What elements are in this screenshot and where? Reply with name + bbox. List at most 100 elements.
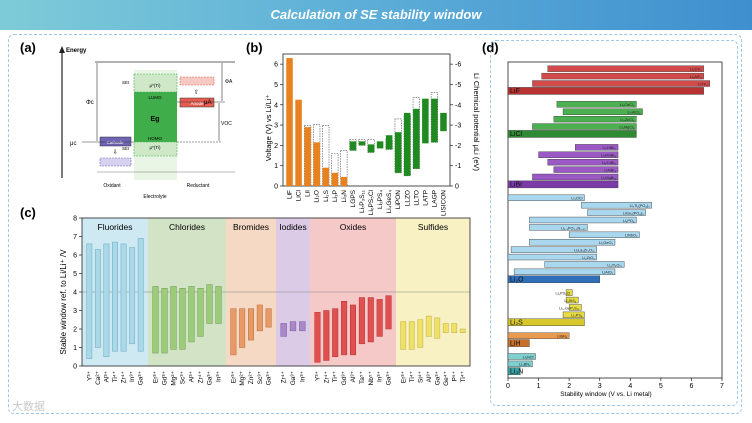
panel-b-bar: [394, 132, 402, 173]
panel-b-category-label: LATP: [422, 190, 429, 206]
panel-c-bar: [179, 288, 186, 350]
cathode-label: Cathode: [106, 140, 124, 145]
panel-c-bar: [299, 321, 306, 332]
panel-c-bar: [367, 297, 374, 343]
panel-c-dopant-label: Ca²⁺: [95, 371, 102, 385]
panel-c-bar: [459, 328, 466, 333]
panel-d-bar-label: Li₃OCl: [571, 197, 582, 201]
panel-d-bar: [544, 261, 625, 268]
panel-b-ytick-label: 0: [274, 184, 278, 191]
panel-d-bar-label: Li₂HfBr₆: [602, 146, 616, 150]
panel-a-energy-diagram: (a) Energy μ*(Ti) LUMO Eg HOMO μ*(Ti) SE…: [20, 40, 235, 200]
panel-a-label: (a): [20, 40, 36, 55]
panel-c-group-label: Oxides: [340, 222, 366, 232]
panel-c-dopant-label: Zr⁴⁺: [281, 371, 288, 383]
sei-top-label: SEI: [122, 80, 129, 85]
panel-d-bar: [529, 216, 637, 224]
panel-b-category-label: LiF: [287, 190, 294, 199]
panel-d-bar-label: Li₂ZnBr₄: [602, 161, 617, 165]
panel-d-base-label: LiF: [510, 88, 520, 95]
panel-d-xtick-label: 2: [567, 383, 571, 390]
panel-c-dopant-label: Er³⁺: [230, 371, 237, 383]
fermi-top-label: μ*(Ti): [150, 83, 161, 88]
panel-c-dopant-label: In³⁺: [129, 371, 136, 382]
content-frame: [8, 34, 742, 414]
phi-a-label: ΦA: [225, 79, 233, 85]
panel-c-dopant-label: In³⁺: [377, 371, 384, 382]
panel-c-bar: [349, 304, 357, 356]
panel-d-bar-label: Li₃PS₄: [571, 314, 583, 318]
panel-c-bar: [188, 286, 195, 343]
banner-title: Calculation of SE stability window: [270, 7, 482, 22]
panel-d-bar: [587, 209, 646, 216]
panel-c-ytick-label: 1: [73, 345, 77, 352]
panel-d-bar-label: LiAlBr₄: [604, 168, 616, 172]
panel-b-category-label: Li₃PS₄: [377, 190, 384, 209]
panel-c-ytick-label: 2: [73, 327, 77, 334]
panel-b-category-label: LISICON: [440, 190, 447, 216]
panel-c-bar: [265, 308, 272, 328]
panel-b-ytick-label: 2: [274, 143, 278, 150]
panel-c-group-label: Chlorides: [169, 222, 205, 232]
panel-c-bar: [417, 319, 424, 348]
panel-b-bar: [313, 142, 320, 186]
panel-c-dopant-label: Ti⁴⁺: [409, 371, 416, 382]
panel-c-dopant-label: Ga³⁺: [266, 371, 273, 385]
panel-c-ytick-label: 4: [73, 290, 77, 297]
panel-b-ylabel: Voltage (V) vs Li/Li⁺: [264, 95, 273, 162]
panel-d-bar-label: Li₂AlCl₄: [628, 111, 641, 115]
panel-b-bar: [349, 141, 357, 151]
panel-d-bar: [507, 253, 597, 261]
panel-c-dopant-label: Sc³⁺: [180, 371, 187, 384]
panel-c-ytick-label: 5: [73, 271, 77, 278]
panel-d-bar: [556, 101, 637, 108]
panel-b-y2tick-label: -6: [455, 62, 461, 69]
panel-d-base-label: LiCl: [510, 131, 523, 138]
panel-c-bar: [341, 301, 348, 356]
panel-c-ytick-label: 0: [73, 364, 77, 371]
panel-d-label: (d): [482, 40, 499, 55]
panel-c-dopant-label: Zr⁴⁺: [121, 371, 128, 383]
panel-d-bar-label: Li₂ZrF₆: [690, 68, 702, 72]
cathode-box: [99, 136, 132, 147]
panel-c-dopant-label: Si⁴⁺: [417, 371, 424, 383]
panel-d-bar: [507, 87, 704, 95]
panel-d-xtick-label: 0: [506, 383, 510, 390]
panel-c-bar: [451, 323, 458, 333]
panel-c-bar: [323, 310, 330, 361]
panel-d-base-label: LiH: [510, 340, 521, 347]
panel-b-bar: [431, 98, 438, 143]
panel-d-bar: [562, 311, 585, 319]
panel-d-plot-frame: [507, 61, 723, 379]
panel-d-bar: [565, 289, 573, 296]
panel-b-category-label: Li₃P: [332, 190, 339, 202]
panel-d-bar: [507, 367, 521, 376]
panel-c-ytick-label: 3: [73, 308, 77, 315]
bandgap-block: [134, 92, 177, 142]
panel-c-bar: [94, 249, 101, 348]
panel-d-bar: [581, 202, 652, 209]
panel-d-bar: [541, 72, 704, 80]
panel-b-category-label: LGPS: [350, 189, 357, 207]
panel-d-bar-label: Li₂MgBr₄: [601, 176, 617, 180]
panel-d-bar-label: Li₆PS₅Cl: [556, 292, 571, 296]
panel-b-category-label: Li₂S: [323, 189, 330, 202]
panel-d-bar: [575, 144, 619, 151]
panel-c-dopant-label: In³⁺: [216, 371, 223, 382]
panel-c-dopant-label: Y³⁺: [86, 371, 93, 381]
panel-d-bar: [547, 158, 619, 166]
panel-d-xtick-label: 1: [537, 383, 541, 390]
panel-c-bar: [137, 238, 144, 352]
panel-c-bar: [256, 304, 263, 332]
panel-c-bar: [129, 247, 136, 345]
anode-ghost-box: [179, 76, 215, 86]
panel-d-base-label: Li₂S: [510, 319, 523, 326]
panel-c-dopant-label: Zn²⁺: [248, 371, 255, 384]
panel-d-bar: [547, 65, 704, 72]
panel-b-bar: [440, 112, 447, 132]
panel-d-bar: [532, 173, 619, 181]
panel-d-bar-label: Li₄SiS₄: [564, 299, 576, 303]
panel-b-chart: (b) Voltage (V) vs Li/Li⁺ Li Chemical po…: [246, 40, 481, 216]
panel-d-bar: [507, 360, 533, 368]
cathode-arrow-icon: ⇩: [113, 149, 118, 156]
